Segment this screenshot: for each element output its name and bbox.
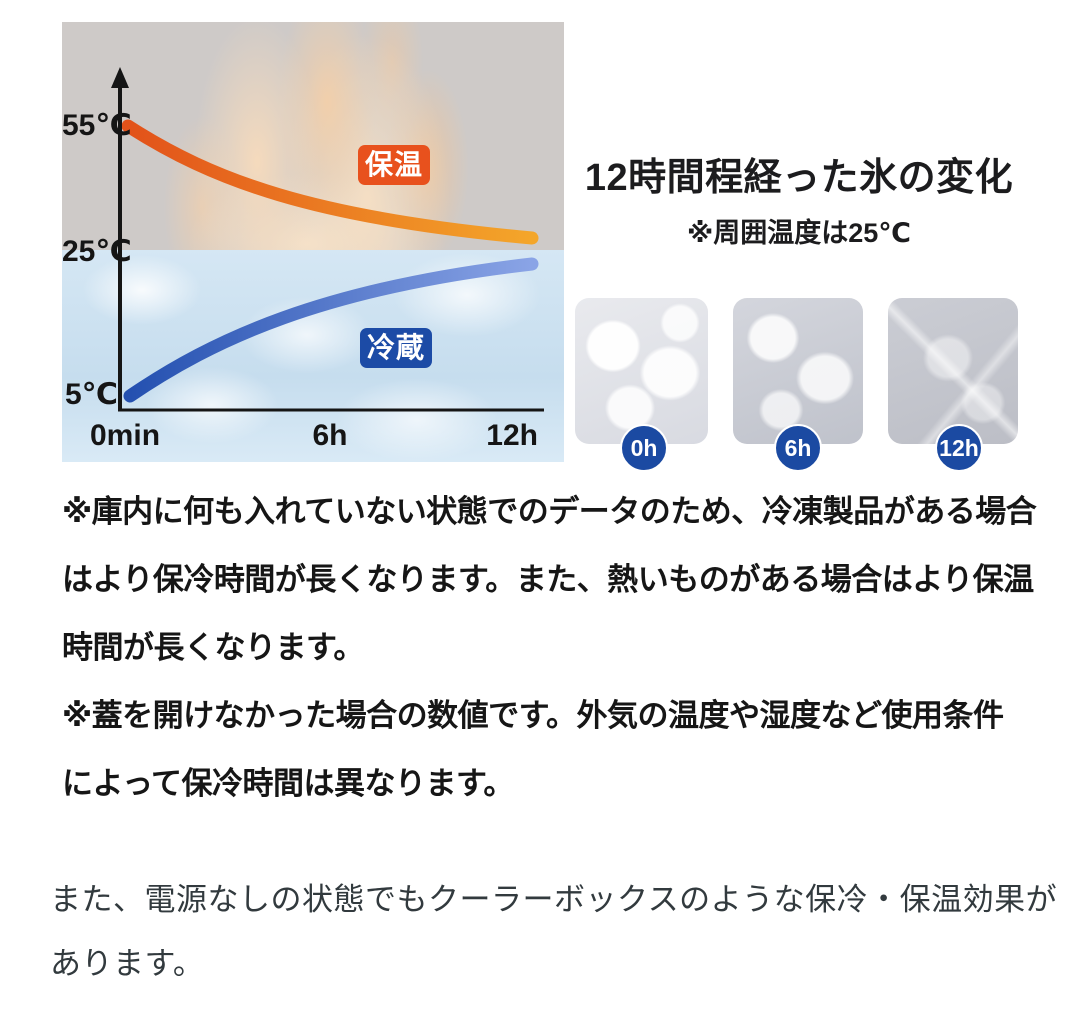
time-badge-12h: 12h [935,424,983,472]
y-tick-25: 25℃ [62,235,132,268]
note-line-5: によって保冷時間は異なります。 [62,766,514,801]
time-badge-6h: 6h [774,424,822,472]
ice-background-image [62,250,564,462]
fire-background-image [62,22,564,250]
line-chart [111,67,544,412]
cold-retention-label: 冷蔵 [360,328,432,368]
note-line-1: ※庫内に何も入れていない状態でのデータのため、冷凍製品がある場合 [62,494,1037,529]
description-block: また、電源なしの状態でもクーラーボックスのような保冷・保温効果が あります。 [50,868,1058,996]
x-tick-0min: 0min [90,419,161,452]
note-line-3: 時間が長くなります。 [62,630,364,665]
ice-photo-12h [888,298,1018,444]
description-line-1: また、電源なしの状態でもクーラーボックスのような保冷・保温効果が [50,882,1058,917]
note-line-2: はより保冷時間が長くなります。また、熱いものがある場合はより保温 [62,562,1034,597]
x-tick-6h: 6h [312,419,348,452]
y-axis-arrow [111,67,129,88]
temperature-chart-image: 55℃ 25℃ 5℃ 0min 6h 12h 保温 冷蔵 [62,22,564,462]
heat-retention-label: 保温 [358,145,430,185]
hot-curve [121,119,539,245]
description-line-2: あります。 [50,946,205,981]
x-tick-12h: 12h [486,419,538,452]
y-tick-55: 55℃ [62,109,132,142]
ice-photo-6h [733,298,863,444]
cold-curve [123,257,539,403]
ice-photo-0h [575,298,708,444]
y-tick-5: 5℃ [64,378,118,411]
note-line-4: ※蓋を開けなかった場合の数値です。外気の温度や湿度など使用条件 [62,698,1004,733]
time-badge-0h: 0h [620,424,668,472]
headline-subtitle: ※周囲温度は25℃ [687,218,911,248]
notes-block: ※庫内に何も入れていない状態でのデータのため、冷凍製品がある場合 はより保冷時間… [62,478,1052,818]
headline-title: 12時間程経った氷の変化 [584,157,1014,199]
